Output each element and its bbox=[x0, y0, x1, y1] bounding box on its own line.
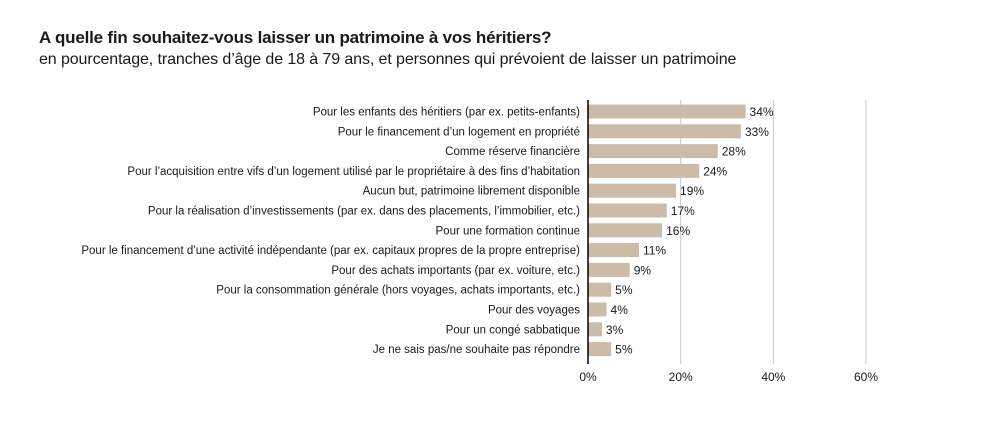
bar bbox=[588, 262, 630, 277]
category-label: Comme réserve financière bbox=[445, 146, 580, 158]
category-label: Pour l’acquisition entre vifs d’un logem… bbox=[127, 166, 580, 178]
category-label: Pour des voyages bbox=[488, 305, 580, 317]
data-label: 19% bbox=[680, 184, 704, 198]
bar bbox=[588, 322, 602, 337]
x-tick-label: 20% bbox=[669, 370, 693, 384]
chart-subtitle: en pourcentage, tranches d’âge de 18 à 7… bbox=[39, 51, 737, 68]
data-label: 34% bbox=[750, 105, 774, 119]
data-label: 9% bbox=[634, 263, 652, 277]
x-tick-label: 0% bbox=[579, 370, 597, 384]
bar bbox=[588, 203, 667, 218]
category-label: Pour un congé sabbatique bbox=[446, 324, 580, 336]
bar bbox=[588, 302, 607, 317]
data-label: 5% bbox=[615, 343, 633, 357]
category-label: Je ne sais pas/ne souhaite pas répondre bbox=[373, 344, 580, 356]
category-label: Aucun but, patrimoine librement disponib… bbox=[363, 186, 580, 198]
category-label: Pour la consommation générale (hors voya… bbox=[216, 285, 580, 297]
data-label: 16% bbox=[666, 224, 690, 238]
bar bbox=[588, 124, 741, 139]
bar bbox=[588, 144, 718, 159]
category-label: Pour le financement d’un logement en pro… bbox=[338, 126, 580, 138]
data-label: 24% bbox=[703, 164, 727, 178]
bar bbox=[588, 104, 746, 119]
data-label: 3% bbox=[606, 323, 624, 337]
chart-title: A quelle fin souhaitez-vous laisser un p… bbox=[39, 28, 552, 47]
category-label: Pour des achats importants (par ex. voit… bbox=[331, 265, 580, 277]
bar bbox=[588, 223, 663, 238]
x-tick-label: 60% bbox=[854, 370, 878, 384]
data-label: 28% bbox=[722, 145, 746, 159]
bar bbox=[588, 342, 612, 357]
category-label: Pour le financement d’une activité indép… bbox=[81, 245, 580, 257]
bar bbox=[588, 163, 700, 178]
data-label: 17% bbox=[671, 204, 695, 218]
data-label: 5% bbox=[615, 283, 633, 297]
data-label: 4% bbox=[611, 303, 629, 317]
category-label: Pour une formation continue bbox=[436, 225, 580, 237]
category-label: Pour la réalisation d’investissements (p… bbox=[148, 206, 580, 218]
data-label: 33% bbox=[745, 125, 769, 139]
data-label: 11% bbox=[643, 244, 666, 258]
bar bbox=[588, 243, 639, 258]
category-label: Pour les enfants des héritiers (par ex. … bbox=[313, 107, 580, 119]
bar bbox=[588, 183, 677, 198]
x-tick-label: 40% bbox=[761, 370, 785, 384]
bar bbox=[588, 282, 612, 297]
